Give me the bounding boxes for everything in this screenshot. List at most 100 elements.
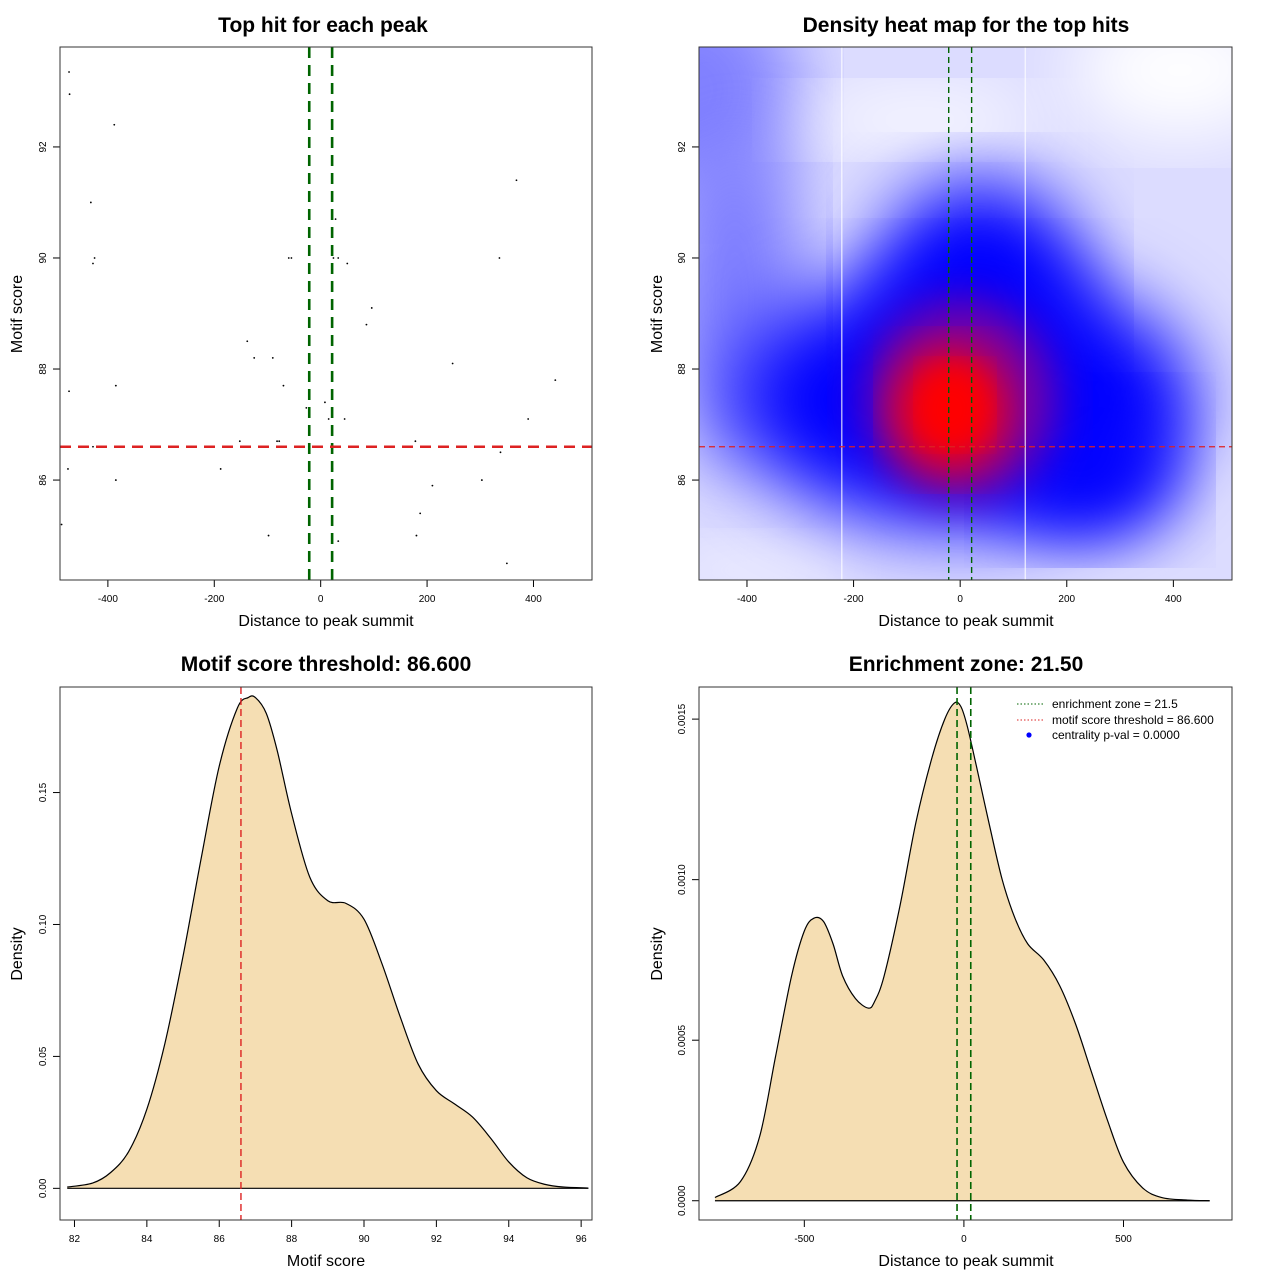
x-tick-label: 0: [961, 1234, 967, 1245]
heatmap-panel: Density heat map for the top hits Distan…: [649, 14, 1233, 630]
legend-dot-pval: [1026, 732, 1032, 738]
data-point: [451, 362, 454, 365]
data-point: [343, 418, 346, 420]
data-point: [431, 484, 434, 487]
x-tick-label: 400: [525, 594, 542, 605]
y-tick-label: 0.0015: [677, 703, 688, 734]
density-curve: [67, 695, 589, 1189]
data-point: [327, 418, 330, 420]
y-tick-label: 0.00: [38, 1178, 49, 1198]
score-density-panel: Motif score threshold: 86.600 Motif scor…: [9, 653, 593, 1270]
data-point: [414, 440, 417, 443]
data-point: [332, 257, 335, 259]
data-point: [68, 71, 70, 73]
data-point: [246, 340, 249, 343]
data-point: [305, 406, 308, 409]
x-tick-label: -200: [844, 594, 864, 605]
chart-title: Density heat map for the top hits: [803, 14, 1130, 37]
x-tick-label: -400: [737, 594, 757, 605]
x-tick-label: 86: [214, 1234, 226, 1245]
chart-title: Motif score threshold: 86.600: [181, 653, 472, 676]
x-tick-label: 500: [1115, 1234, 1132, 1245]
data-point: [67, 468, 69, 470]
data-point: [419, 512, 422, 515]
data-point: [554, 379, 557, 382]
plot-frame: [59, 46, 593, 581]
density-curve: [714, 701, 1210, 1202]
data-point: [498, 257, 501, 259]
data-point: [499, 451, 502, 454]
x-tick-label: -200: [204, 594, 224, 605]
data-point: [267, 534, 270, 537]
x-tick-label: 94: [503, 1234, 515, 1245]
data-point: [287, 257, 290, 259]
data-point: [219, 468, 222, 470]
y-axis-label: Density: [9, 927, 26, 980]
x-axis-label: Distance to peak summit: [238, 613, 414, 630]
data-point: [282, 384, 285, 387]
y-axis-label: Motif score: [649, 275, 666, 353]
plot-frame: [698, 46, 1233, 581]
y-tick-label: 0.0010: [677, 864, 688, 895]
y-tick-label: 0.05: [38, 1046, 49, 1066]
x-tick-label: 400: [1165, 594, 1182, 605]
x-axis-label: Motif score: [287, 1253, 365, 1270]
y-tick-label: 90: [677, 252, 688, 264]
density-fill: [714, 702, 1210, 1201]
y-tick-label: 0.0005: [677, 1024, 688, 1055]
data-point: [415, 534, 418, 537]
chart-title: Top hit for each peak: [218, 14, 428, 37]
data-point: [334, 218, 337, 221]
heatmap-surface: [699, 47, 1232, 580]
data-point: [93, 257, 96, 259]
y-axis-label: Density: [649, 927, 666, 980]
data-point: [60, 523, 63, 526]
x-axis-label: Distance to peak summit: [878, 613, 1054, 630]
data-point: [515, 179, 518, 182]
x-tick-label: 0: [318, 594, 324, 605]
plot-frame: [59, 686, 593, 1221]
data-point: [337, 257, 340, 259]
data-point: [271, 357, 274, 359]
data-point: [114, 479, 117, 481]
data-point: [68, 390, 70, 393]
y-tick-label: 86: [677, 474, 688, 486]
data-point: [324, 401, 326, 404]
y-tick-label: 0.10: [38, 914, 49, 934]
data-point: [337, 540, 340, 543]
data-point: [276, 440, 278, 443]
data-point: [253, 357, 256, 359]
legend-label: enrichment zone = 21.5: [1052, 697, 1178, 711]
x-tick-label: 88: [286, 1234, 298, 1245]
x-tick-label: -500: [794, 1234, 814, 1245]
x-tick-label: 82: [69, 1234, 81, 1245]
y-tick-label: 88: [677, 363, 688, 375]
data-point: [370, 307, 373, 309]
data-point: [365, 323, 368, 326]
y-tick-label: 0.0000: [677, 1185, 688, 1216]
data-point: [278, 440, 281, 443]
y-tick-label: 90: [38, 252, 49, 264]
x-tick-label: 96: [576, 1234, 588, 1245]
y-tick-label: 88: [38, 363, 49, 375]
data-point: [92, 445, 94, 448]
data-point: [92, 262, 94, 265]
data-point: [290, 257, 293, 259]
scatter-panel: Top hit for each peak Distance to peak s…: [9, 14, 593, 630]
y-tick-label: 0.15: [38, 782, 49, 802]
x-tick-label: 92: [431, 1234, 443, 1245]
x-tick-label: 0: [957, 594, 963, 605]
x-tick-label: 200: [419, 594, 436, 605]
data-point: [238, 440, 241, 443]
legend-label: centrality p-val = 0.0000: [1052, 728, 1180, 742]
data-point: [527, 418, 530, 420]
data-point: [113, 123, 116, 126]
legend-label: motif score threshold = 86.600: [1052, 713, 1214, 727]
chart-title: Enrichment zone: 21.50: [849, 653, 1084, 676]
data-point: [505, 562, 508, 565]
plot-frame: [698, 686, 1233, 1221]
x-tick-label: 84: [141, 1234, 153, 1245]
x-axis-label: Distance to peak summit: [878, 1253, 1054, 1270]
distance-density-panel: Enrichment zone: 21.50 Distance to peak …: [649, 653, 1233, 1270]
